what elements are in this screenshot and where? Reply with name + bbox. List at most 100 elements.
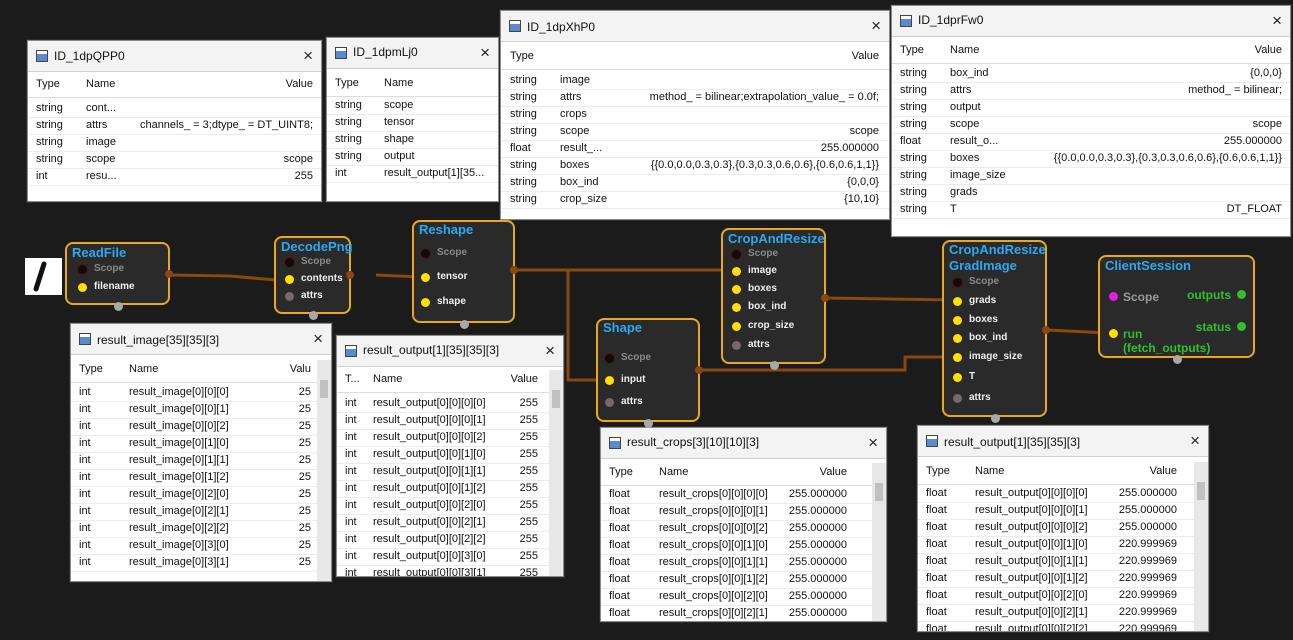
bottom-connector[interactable] [644, 419, 653, 428]
input-pin[interactable] [732, 285, 741, 294]
input-pin[interactable] [732, 341, 741, 350]
table-row: float result_crops[0][0][2][0] 255.000000 [601, 588, 886, 606]
input-pin[interactable] [1109, 292, 1118, 301]
input-pin[interactable] [285, 275, 294, 284]
input-pin[interactable] [285, 292, 294, 301]
graph-node[interactable]: Shape Scope input attrs [596, 318, 700, 422]
table-row: string T DT_FLOAT [892, 201, 1290, 219]
input-pin[interactable] [953, 373, 962, 382]
output-connector[interactable] [695, 366, 703, 374]
graph-node[interactable]: ClientSession Scope run (fetch_outputs) outp… [1098, 255, 1255, 358]
table-row: string boxes {{0.0,0.0,0.3,0.3},{0.3,0.3,0… [501, 157, 889, 175]
bottom-connector[interactable] [459, 320, 469, 329]
value-cell: 255 [519, 567, 538, 577]
scrollbar-thumb[interactable] [552, 390, 560, 408]
close-button[interactable]: × [1190, 431, 1200, 450]
output-pin[interactable] [1237, 322, 1246, 331]
pin-label: shape [437, 296, 466, 307]
close-button[interactable]: × [868, 433, 878, 452]
scrollbar-thumb[interactable] [875, 483, 883, 501]
table-row: float result_output[0][0][2][2] 220.999969 [918, 621, 1208, 632]
close-button[interactable]: × [871, 16, 881, 35]
name-cell: result_output[0][0][2][1] [975, 606, 1088, 618]
input-pin[interactable] [953, 334, 962, 343]
close-button[interactable]: × [1272, 11, 1282, 30]
output-connector[interactable] [165, 270, 173, 278]
type-cell: float [926, 572, 947, 584]
output-connector[interactable] [821, 294, 829, 302]
input-pin[interactable] [953, 394, 962, 403]
bottom-connector[interactable] [769, 361, 779, 370]
window-title: ID_1dpmLj0 [353, 45, 418, 59]
type-cell: int [79, 488, 91, 500]
input-pin[interactable] [732, 267, 741, 276]
bottom-connector[interactable] [1172, 355, 1182, 364]
close-button[interactable]: × [313, 329, 323, 348]
scrollbar-thumb[interactable] [1197, 482, 1205, 500]
output-pin[interactable] [1237, 290, 1246, 299]
name-cell: output [384, 150, 415, 162]
value-cell: 25 [298, 488, 311, 500]
bottom-connector[interactable] [990, 414, 1000, 423]
output-label: outputs [1187, 288, 1231, 302]
scrollbar[interactable] [317, 360, 331, 581]
graph-node[interactable]: CropAndResize GradImage Scope grads boxes box… [942, 240, 1047, 417]
close-button[interactable]: × [480, 43, 490, 62]
input-pin[interactable] [732, 250, 741, 259]
graph-node[interactable]: ReadFile Scope filename [65, 242, 170, 305]
output-connector[interactable] [510, 266, 518, 274]
pin-label: Scope [621, 352, 652, 363]
name-cell: cont... [86, 102, 116, 114]
window-icon [36, 50, 48, 62]
graph-node[interactable]: CropAndResize Scope image boxes box_ind crop_… [721, 228, 826, 364]
input-pin[interactable] [605, 398, 614, 407]
edge [700, 355, 955, 372]
input-pin[interactable] [732, 322, 741, 331]
scrollbar[interactable] [549, 370, 563, 576]
value-cell: 25 [298, 505, 311, 517]
type-cell: float [926, 555, 947, 567]
type-cell: string [335, 133, 362, 145]
input-pin[interactable] [953, 316, 962, 325]
graph-node[interactable]: Reshape Scope tensor shape [412, 220, 515, 323]
input-pin[interactable] [285, 258, 294, 267]
output-connector[interactable] [346, 271, 354, 279]
type-cell: int [79, 471, 91, 483]
table-row: string image_size [892, 167, 1290, 185]
input-pin[interactable] [1109, 329, 1118, 338]
input-pin[interactable] [78, 265, 87, 274]
type-cell: int [79, 403, 91, 415]
close-button[interactable]: × [545, 341, 555, 360]
input-pin[interactable] [605, 376, 614, 385]
type-cell: float [926, 623, 947, 632]
output-connector[interactable] [1042, 326, 1050, 334]
input-pin[interactable] [953, 353, 962, 362]
node-title: ReadFile [72, 245, 127, 260]
table-row: float result_output[0][0][1][2] 220.999969 [918, 570, 1208, 588]
input-pin[interactable] [421, 298, 430, 307]
input-pin[interactable] [605, 354, 614, 363]
input-pin[interactable] [421, 249, 430, 258]
input-pin[interactable] [732, 303, 741, 312]
name-cell: result_image[0][2][1] [129, 505, 229, 517]
input-pin[interactable] [953, 297, 962, 306]
scrollbar-thumb[interactable] [320, 380, 328, 398]
table-row: int result_output[0][0][2][0] 255 [337, 497, 563, 515]
input-pin[interactable] [421, 273, 430, 282]
type-cell: string [335, 116, 362, 128]
input-pin[interactable] [78, 283, 87, 292]
pin-label: T [969, 371, 976, 382]
close-button[interactable]: × [303, 46, 313, 65]
graph-node[interactable]: DecodePng Scope contents attrs [274, 236, 353, 314]
input-pin[interactable] [953, 278, 962, 287]
bottom-connector[interactable] [308, 311, 318, 320]
scrollbar[interactable] [1194, 462, 1208, 631]
scrollbar[interactable] [872, 463, 886, 621]
bottom-connector[interactable] [113, 302, 123, 311]
column-header: Valu [289, 363, 311, 375]
column-header: Value [285, 78, 313, 90]
value-cell: scope [1252, 118, 1282, 130]
value-cell: 220.999969 [1118, 606, 1177, 618]
pin-label: box_ind [969, 332, 1008, 343]
type-cell: string [335, 150, 362, 162]
